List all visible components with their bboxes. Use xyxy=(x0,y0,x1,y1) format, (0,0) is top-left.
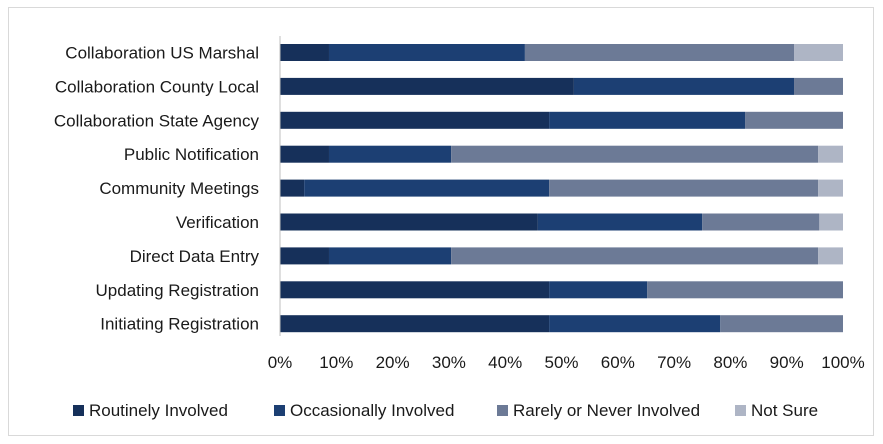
bar-routinely-involved-collaboration-county-local xyxy=(280,77,574,95)
bar-routinely-involved-updating-registration xyxy=(280,281,550,299)
bar-rarely-or-never-involved-initiating-registration xyxy=(720,315,843,333)
bar-routinely-involved-community-meetings xyxy=(280,179,305,197)
category-label-verification: Verification xyxy=(176,213,259,232)
category-label-updating-registration: Updating Registration xyxy=(96,281,259,300)
bar-routinely-involved-public-notification xyxy=(280,145,329,163)
bar-routinely-involved-collaboration-state-agency xyxy=(280,111,550,129)
x-tick-70-pct: 70% xyxy=(657,353,691,372)
bar-rarely-or-never-involved-verification xyxy=(702,213,820,231)
bar-rarely-or-never-involved-collaboration-us-marshal xyxy=(524,44,795,61)
bar-routinely-involved-collaboration-us-marshal xyxy=(280,44,329,61)
x-tick-30-pct: 30% xyxy=(432,353,466,372)
bar-occasionally-involved-verification xyxy=(537,213,703,231)
legend: Routinely Involved Occasionally Involved R… xyxy=(73,401,818,420)
legend-label-occasionally-involved: Occasionally Involved xyxy=(290,401,454,420)
legend-label-rarely-or-never-involved: Rarely or Never Involved xyxy=(513,401,700,420)
x-tick-0-pct: 0% xyxy=(268,353,293,372)
x-tick-60-pct: 60% xyxy=(601,353,635,372)
bars-group xyxy=(280,44,843,333)
bar-rarely-or-never-involved-public-notification xyxy=(451,145,819,163)
bar-not-sure-collaboration-us-marshal xyxy=(794,44,843,61)
bar-occasionally-involved-collaboration-county-local xyxy=(573,77,795,95)
bar-occasionally-involved-community-meetings xyxy=(304,179,550,197)
bar-occasionally-involved-direct-data-entry xyxy=(328,247,452,265)
legend-label-routinely-involved: Routinely Involved xyxy=(89,401,228,420)
x-tick-80-pct: 80% xyxy=(713,353,747,372)
bar-occasionally-involved-public-notification xyxy=(328,145,452,163)
bar-rarely-or-never-involved-collaboration-county-local xyxy=(794,77,843,95)
category-label-collaboration-county-local: Collaboration County Local xyxy=(55,77,259,96)
bar-rarely-or-never-involved-community-meetings xyxy=(549,179,819,197)
legend-swatch-not-sure xyxy=(735,405,746,416)
bar-routinely-involved-direct-data-entry xyxy=(280,247,329,265)
category-labels: Collaboration US Marshal Collaboration Co… xyxy=(54,44,260,334)
bar-not-sure-public-notification xyxy=(818,145,843,163)
legend-swatch-routinely-involved xyxy=(73,405,84,416)
bar-rarely-or-never-involved-direct-data-entry xyxy=(451,247,819,265)
category-label-public-notification: Public Notification xyxy=(124,145,259,164)
x-tick-20-pct: 20% xyxy=(376,353,410,372)
legend-swatch-occasionally-involved xyxy=(274,405,285,416)
bar-occasionally-involved-updating-registration xyxy=(549,281,648,299)
legend-label-not-sure: Not Sure xyxy=(751,401,818,420)
bar-rarely-or-never-involved-updating-registration xyxy=(647,281,843,299)
x-tick-90-pct: 90% xyxy=(770,353,804,372)
bar-not-sure-community-meetings xyxy=(818,179,843,197)
bar-occasionally-involved-initiating-registration xyxy=(549,315,721,333)
bar-routinely-involved-verification xyxy=(280,213,538,231)
x-tick-labels: 0% 10% 20% 30% 40% 50% 60% 70% 80% 90% 100% xyxy=(268,353,865,372)
category-label-collaboration-us-marshal: Collaboration US Marshal xyxy=(65,44,259,63)
category-label-community-meetings: Community Meetings xyxy=(99,179,259,198)
legend-swatch-rarely-or-never-involved xyxy=(497,405,508,416)
category-label-collaboration-state-agency: Collaboration State Agency xyxy=(54,111,260,130)
x-tick-50-pct: 50% xyxy=(544,353,578,372)
bar-not-sure-verification xyxy=(819,213,843,231)
bar-occasionally-involved-collaboration-us-marshal xyxy=(328,44,525,61)
category-label-initiating-registration: Initiating Registration xyxy=(100,315,259,334)
x-tick-100-pct: 100% xyxy=(821,353,864,372)
bar-rarely-or-never-involved-collaboration-state-agency xyxy=(745,111,843,129)
x-tick-10-pct: 10% xyxy=(319,353,353,372)
bar-not-sure-direct-data-entry xyxy=(818,247,843,265)
x-tick-40-pct: 40% xyxy=(488,353,522,372)
bar-routinely-involved-initiating-registration xyxy=(280,315,550,333)
bar-occasionally-involved-collaboration-state-agency xyxy=(549,111,746,129)
category-label-direct-data-entry: Direct Data Entry xyxy=(130,247,260,266)
